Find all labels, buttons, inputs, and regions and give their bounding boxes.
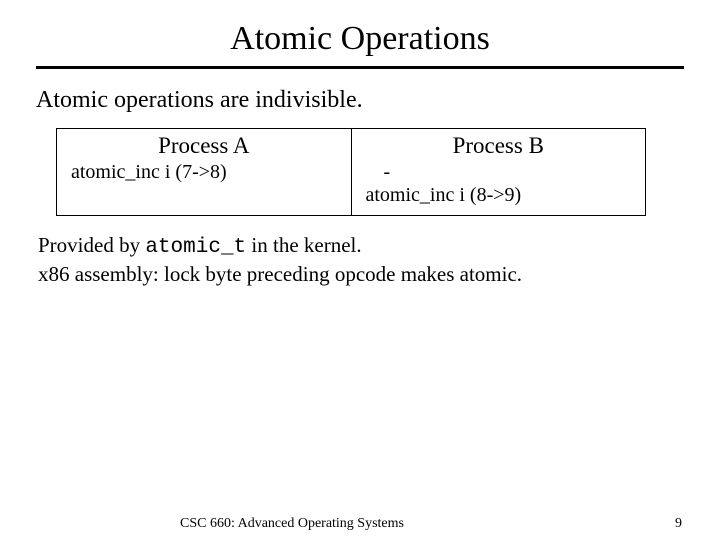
- notes-block: Provided by atomic_t in the kernel. x86 …: [38, 232, 684, 289]
- process-b-line: atomic_inc i (8->9): [366, 184, 632, 207]
- notes-line-1: Provided by atomic_t in the kernel.: [38, 232, 684, 261]
- notes-code: atomic_t: [145, 236, 246, 259]
- process-a-cell: Process A atomic_inc i (7->8): [57, 129, 352, 216]
- footer-course: CSC 660: Advanced Operating Systems: [180, 516, 404, 532]
- intro-text: Atomic operations are indivisible.: [36, 87, 684, 114]
- slide-title: Atomic Operations: [96, 20, 624, 66]
- title-underline: [36, 66, 684, 69]
- slide: Atomic Operations Atomic operations are …: [0, 0, 720, 540]
- notes-line-2: x86 assembly: lock byte preceding opcode…: [38, 261, 684, 288]
- process-b-cell: Process B - atomic_inc i (8->9): [351, 129, 646, 216]
- notes-line-1-pre: Provided by: [38, 233, 145, 257]
- process-b-dash: -: [366, 161, 632, 184]
- process-b-header: Process B: [366, 133, 632, 159]
- footer-page-number: 9: [675, 516, 682, 532]
- table-row: Process A atomic_inc i (7->8) Process B …: [57, 129, 646, 216]
- notes-line-1-post: in the kernel.: [246, 233, 361, 257]
- process-a-line: atomic_inc i (7->8): [71, 161, 337, 184]
- process-a-header: Process A: [71, 133, 337, 159]
- process-table: Process A atomic_inc i (7->8) Process B …: [56, 128, 646, 216]
